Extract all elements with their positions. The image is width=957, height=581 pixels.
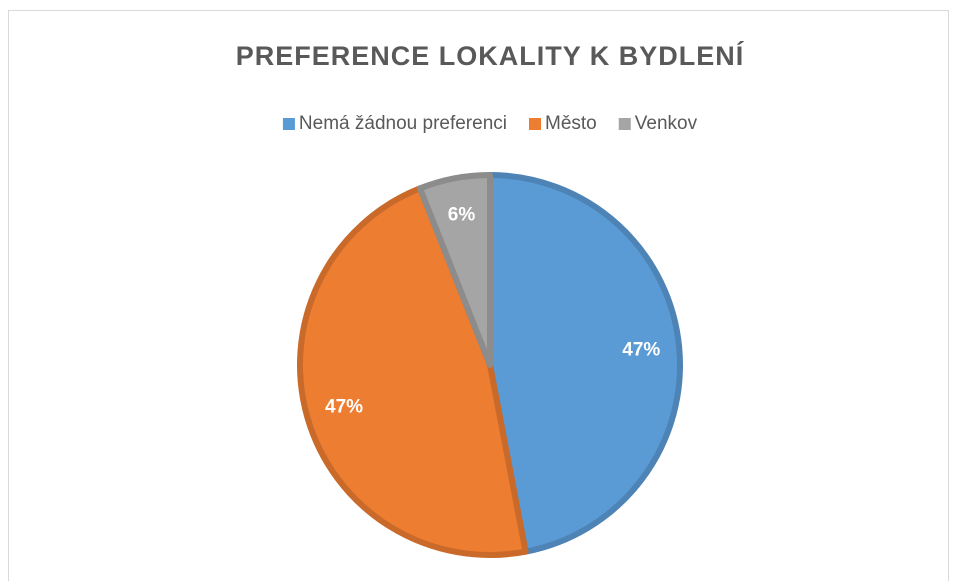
pie-slice (487, 172, 683, 555)
legend-swatch (282, 118, 295, 130)
pie-slice (297, 185, 529, 558)
legend-swatch (529, 118, 541, 130)
pie-slice (417, 172, 493, 368)
data-label: 47% (622, 340, 660, 361)
data-label: 6% (448, 205, 476, 226)
chart-title: PREFERENCE LOKALITY K BYDLENÍ (236, 40, 745, 71)
data-label: 47% (325, 396, 363, 417)
legend: Nemá žádnou preferenci Město Venkov (282, 113, 698, 134)
legend-label: Venkov (635, 113, 698, 134)
legend-swatch (618, 118, 631, 130)
legend-label: Město (545, 113, 597, 134)
legend-label: Nemá žádnou preferenci (299, 113, 507, 134)
